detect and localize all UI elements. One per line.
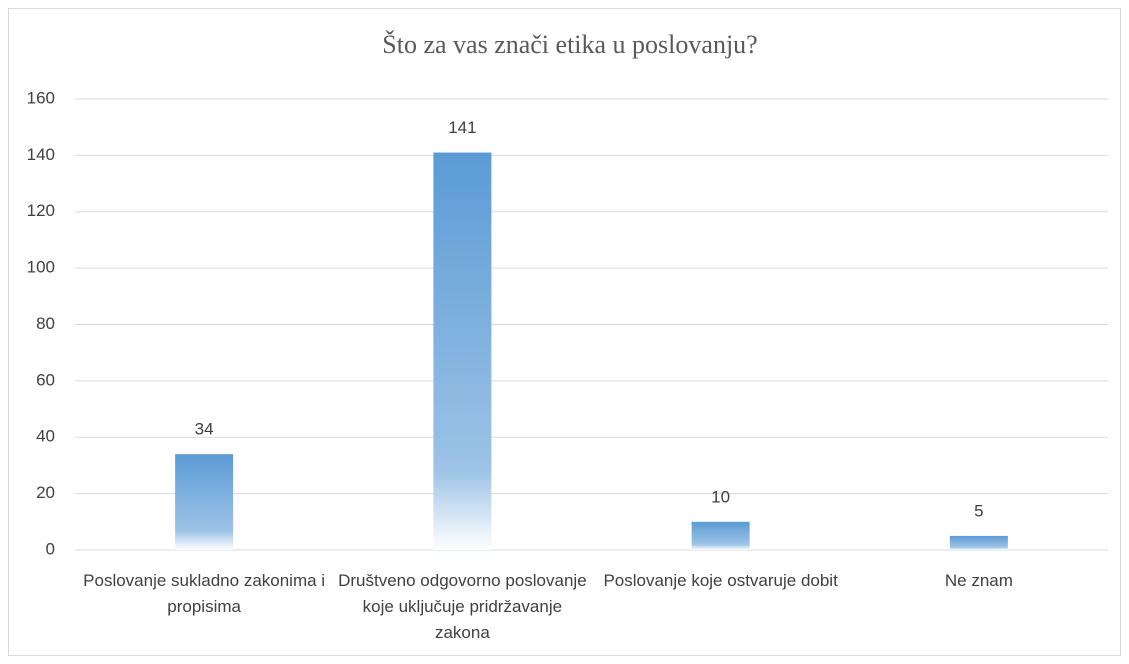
data-label: 34 [195,420,214,439]
y-tick-label: 40 [36,427,55,446]
bar [433,152,492,550]
y-tick-label: 140 [27,145,55,164]
y-tick-label: 20 [36,483,55,502]
y-tick-label: 0 [46,539,55,558]
y-tick-label: 160 [27,88,55,107]
y-tick-label: 80 [36,314,55,333]
x-tick-label: Poslovanje koje ostvaruje dobit [603,571,838,590]
x-tick-label: Ne znam [944,571,1013,590]
x-tick-label: Društveno odgovorno poslovanje koje uklj… [338,571,587,642]
x-tick-label: Poslovanje sukladno zakonima i propisima [83,571,326,616]
bar [175,454,234,550]
chart-border [8,8,1121,656]
data-label: 141 [448,118,476,137]
bar [691,521,750,550]
bar [949,535,1008,550]
chart-title: Što za vas znači etika u poslovanju? [382,30,757,59]
data-label: 5 [974,501,983,520]
y-tick-label: 120 [27,201,55,220]
y-tick-label: 100 [27,258,55,277]
data-label: 10 [711,487,730,506]
y-tick-label: 60 [36,370,55,389]
